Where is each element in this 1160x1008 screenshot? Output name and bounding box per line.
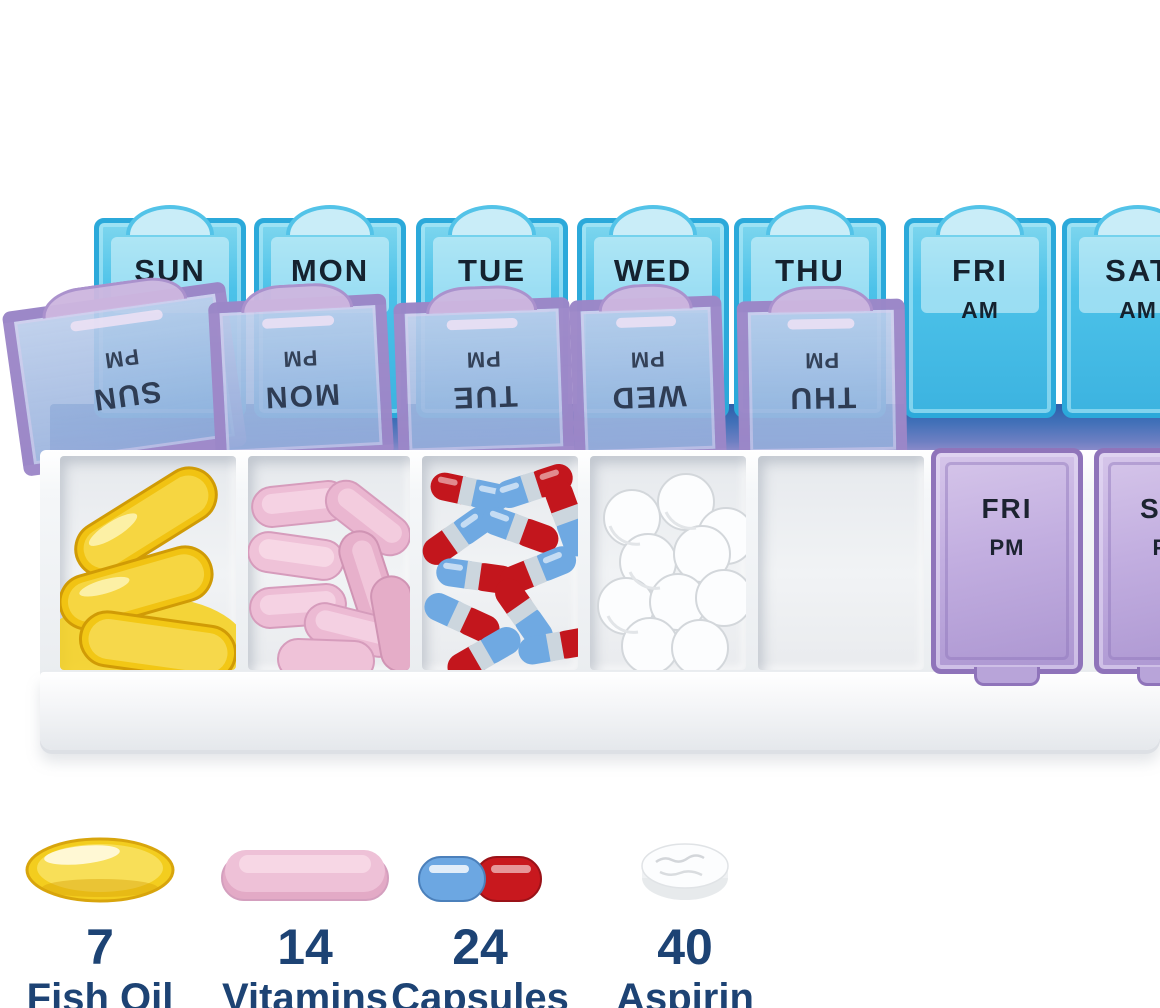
lid-panel: [921, 237, 1039, 313]
day-label: WED: [613, 253, 693, 288]
compartment-mon-pm: [248, 456, 410, 670]
lid-tab: [609, 205, 697, 235]
tray-front: [40, 672, 1160, 750]
lid-tab: [126, 205, 214, 235]
legend-count: 40: [657, 919, 713, 975]
legend-label: Vitamins: [222, 976, 388, 1008]
capsule-pill-icon: [418, 856, 542, 902]
legend-item-fish-oil: 7 Fish Oil: [0, 812, 210, 1008]
compartment-wed-pm: [590, 456, 746, 670]
period-label: PM: [803, 348, 840, 374]
pm-open-lid-mon: MON PM: [207, 281, 395, 465]
lid-tab: [936, 205, 1024, 235]
period-label: PM: [465, 346, 502, 374]
period-label: PM: [989, 535, 1025, 560]
period-label: AM: [1119, 297, 1157, 323]
pm-closed-lid-fri: FRI PM: [931, 448, 1083, 686]
compartment-thu-pm: [758, 456, 924, 670]
day-label: FRI: [952, 253, 1008, 288]
legend-label: Aspirin: [616, 976, 754, 1008]
day-label: SUN: [90, 374, 164, 417]
legend-count: 24: [452, 919, 508, 975]
pm-open-lid-wed: WED PM: [569, 282, 727, 465]
day-label: MON: [263, 377, 341, 415]
fish-oil-pills: [60, 466, 236, 670]
am-lid-fri: FRI AM: [904, 205, 1056, 418]
legend-count: 7: [86, 919, 114, 975]
lid-panel: [945, 462, 1069, 660]
period-label: PM: [281, 345, 319, 373]
legend-count: 14: [277, 919, 333, 975]
legend-item-vitamins: 14 Vitamins: [195, 812, 415, 1008]
period-label: PM: [102, 344, 141, 375]
period-label: AM: [961, 297, 999, 323]
am-lid-sat: SAT AM: [1062, 205, 1160, 418]
lid-tab: [448, 205, 536, 235]
aspirin-pills: [597, 473, 746, 670]
day-label: THU: [788, 380, 857, 416]
pm-closed-lid-sat: SAT PM: [1094, 448, 1160, 686]
legend-label: Capsules: [391, 976, 569, 1008]
day-label: SAT: [1140, 493, 1160, 524]
aspirin-pill-icon: [641, 843, 729, 900]
compartment-sun-pm: [60, 456, 236, 670]
lid-tab: [766, 205, 854, 235]
capsule-pills: [422, 463, 578, 670]
lid-tab: [286, 205, 374, 235]
day-label: SAT: [1105, 253, 1160, 288]
legend-label: Fish Oil: [26, 976, 174, 1008]
lid-panel: [1079, 237, 1160, 313]
day-label: TUE: [451, 379, 519, 415]
lid-panel: [1108, 462, 1160, 660]
legend-item-capsules: 24 Capsules: [370, 812, 590, 1008]
vitamin-pills: [248, 479, 410, 670]
day-label: FRI: [981, 493, 1033, 524]
vitamin-pill-icon: [221, 850, 389, 901]
period-label: PM: [1099, 535, 1160, 561]
fish-oil-pill-icon: [25, 837, 175, 903]
lid-latch: [1137, 667, 1160, 686]
pm-open-lid-tue: TUE PM: [393, 284, 575, 464]
day-label: TUE: [458, 253, 526, 288]
period-label: PM: [629, 346, 666, 374]
day-label: WED: [610, 379, 688, 415]
legend-item-aspirin: 40 Aspirin: [575, 812, 795, 1008]
lid-latch: [974, 667, 1040, 686]
lid-tab: [1094, 205, 1160, 235]
day-label: MON: [290, 253, 370, 288]
pm-open-lid-thu: THU PM: [736, 285, 908, 464]
compartment-tue-pm: [422, 456, 578, 670]
day-label: THU: [775, 253, 845, 288]
